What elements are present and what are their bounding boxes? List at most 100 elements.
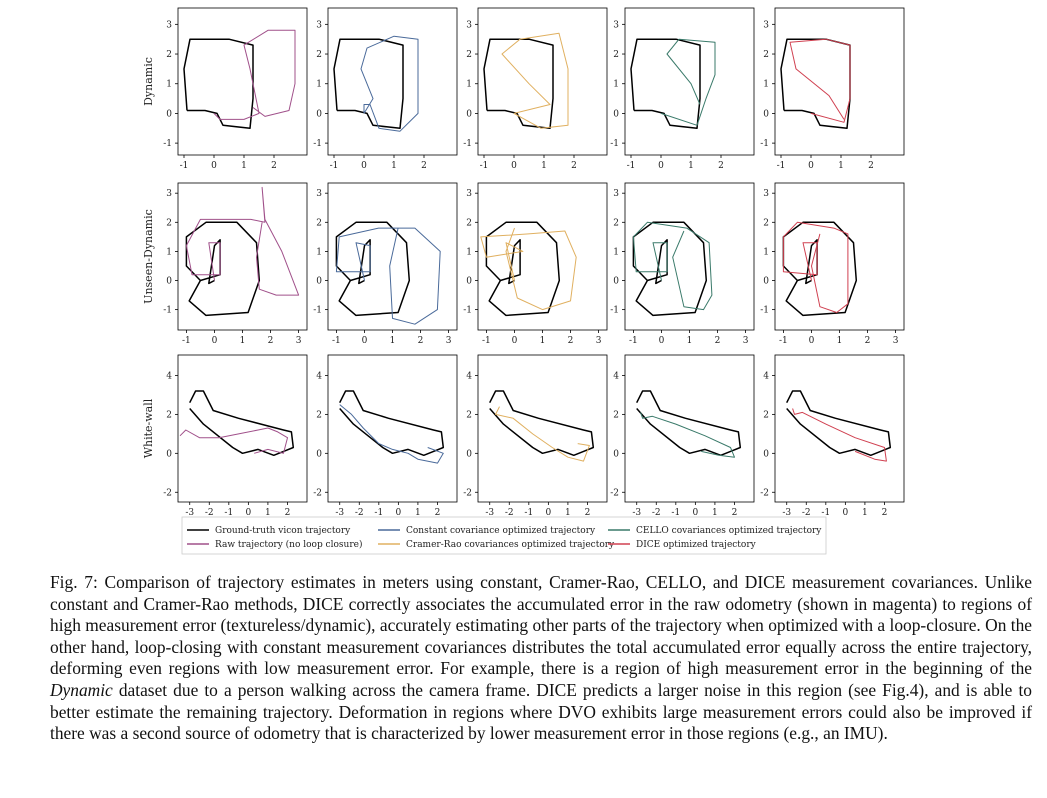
y-tick-label: 0 bbox=[613, 277, 619, 287]
axes-frame bbox=[774, 182, 905, 331]
y-tick-label: -1 bbox=[463, 306, 472, 316]
x-tick-label: 2 bbox=[865, 336, 871, 346]
axes-frame bbox=[477, 182, 608, 331]
x-tick-label: 2 bbox=[585, 508, 591, 518]
row-label: Dynamic bbox=[142, 57, 155, 106]
x-tick-label: 1 bbox=[541, 161, 547, 171]
x-tick-label: 1 bbox=[265, 508, 271, 518]
axes-frame bbox=[774, 354, 905, 503]
y-tick-label: 1 bbox=[166, 80, 172, 90]
x-tick-label: -1 bbox=[374, 508, 383, 518]
x-tick-label: 0 bbox=[842, 508, 848, 518]
axes-frame bbox=[177, 354, 308, 503]
x-tick-label: 1 bbox=[712, 508, 718, 518]
trajectory bbox=[183, 38, 254, 130]
x-tick-label: -2 bbox=[505, 508, 514, 518]
axes-frame bbox=[327, 7, 458, 156]
x-tick-label: -1 bbox=[182, 336, 191, 346]
x-tick-label: 1 bbox=[240, 336, 246, 346]
x-tick-label: -2 bbox=[652, 508, 661, 518]
x-tick-label: 0 bbox=[692, 508, 698, 518]
y-tick-label: 0 bbox=[763, 449, 769, 459]
y-tick-label: -1 bbox=[313, 306, 322, 316]
row-label: Unseen-Dynamic bbox=[142, 209, 155, 304]
legend-box bbox=[181, 516, 827, 555]
x-tick-label: 3 bbox=[743, 336, 749, 346]
y-tick-label: 3 bbox=[613, 189, 619, 199]
x-tick-label: 0 bbox=[361, 161, 367, 171]
legend-label: CELLO covariances optimized trajectory bbox=[636, 526, 822, 536]
x-tick-label: 1 bbox=[241, 161, 247, 171]
y-tick-label: 3 bbox=[316, 20, 322, 30]
x-tick-label: 1 bbox=[565, 508, 571, 518]
trajectory bbox=[632, 221, 713, 311]
x-tick-label: 2 bbox=[571, 161, 577, 171]
axes-frame bbox=[177, 182, 308, 331]
axes-frame bbox=[327, 182, 458, 331]
y-tick-label: 2 bbox=[166, 410, 172, 420]
trajectory bbox=[636, 390, 742, 457]
x-tick-label: -1 bbox=[777, 161, 786, 171]
y-tick-label: 2 bbox=[466, 50, 472, 60]
y-tick-label: 1 bbox=[466, 80, 472, 90]
x-tick-label: 0 bbox=[809, 336, 815, 346]
trajectory bbox=[185, 186, 300, 296]
trajectory bbox=[792, 408, 887, 462]
y-tick-label: 0 bbox=[466, 449, 472, 459]
x-tick-label: -2 bbox=[355, 508, 364, 518]
row-label: White-wall bbox=[142, 398, 155, 458]
trajectory bbox=[786, 390, 892, 457]
trajectory bbox=[640, 412, 735, 458]
x-tick-label: -1 bbox=[482, 336, 491, 346]
y-tick-label: 0 bbox=[466, 109, 472, 119]
y-tick-label: 2 bbox=[466, 410, 472, 420]
x-tick-label: 3 bbox=[596, 336, 602, 346]
axes-frame bbox=[624, 354, 755, 503]
y-tick-label: -1 bbox=[760, 139, 769, 149]
x-tick-label: 2 bbox=[868, 161, 874, 171]
y-tick-label: 0 bbox=[763, 277, 769, 287]
y-tick-label: 0 bbox=[763, 109, 769, 119]
x-tick-label: 0 bbox=[659, 336, 665, 346]
x-tick-label: 2 bbox=[435, 508, 441, 518]
trajectory bbox=[335, 227, 441, 325]
y-tick-label: -2 bbox=[163, 488, 172, 498]
y-tick-label: 2 bbox=[763, 218, 769, 228]
x-tick-label: 1 bbox=[688, 161, 694, 171]
x-tick-label: -1 bbox=[180, 161, 189, 171]
y-tick-label: 0 bbox=[166, 449, 172, 459]
x-tick-label: -1 bbox=[821, 508, 830, 518]
y-tick-label: 2 bbox=[166, 218, 172, 228]
x-tick-label: 2 bbox=[882, 508, 888, 518]
y-tick-label: 3 bbox=[763, 20, 769, 30]
trajectory bbox=[485, 221, 561, 317]
x-tick-label: 1 bbox=[687, 336, 693, 346]
x-tick-label: 0 bbox=[211, 161, 217, 171]
y-tick-label: -1 bbox=[163, 306, 172, 316]
axes-frame bbox=[327, 354, 458, 503]
y-tick-label: -1 bbox=[313, 139, 322, 149]
x-tick-label: 1 bbox=[391, 161, 397, 171]
trajectory bbox=[495, 406, 590, 462]
axes-frame bbox=[624, 182, 755, 331]
x-tick-label: 2 bbox=[568, 336, 574, 346]
caption: Fig. 7: Comparison of trajectory estimat… bbox=[50, 572, 1032, 745]
x-tick-label: 2 bbox=[732, 508, 738, 518]
y-tick-label: 3 bbox=[466, 189, 472, 199]
x-tick-label: 0 bbox=[245, 508, 251, 518]
y-tick-label: 2 bbox=[316, 218, 322, 228]
x-tick-label: -1 bbox=[671, 508, 680, 518]
x-tick-label: 1 bbox=[415, 508, 421, 518]
y-tick-label: 2 bbox=[166, 50, 172, 60]
axes-frame bbox=[477, 354, 608, 503]
x-tick-label: -1 bbox=[629, 336, 638, 346]
trajectory bbox=[333, 38, 404, 130]
trajectory bbox=[339, 390, 445, 457]
x-tick-label: -1 bbox=[524, 508, 533, 518]
trajectory bbox=[789, 38, 851, 123]
trajectory bbox=[360, 35, 419, 132]
trajectory bbox=[335, 221, 411, 317]
y-tick-label: 2 bbox=[613, 218, 619, 228]
y-tick-label: 0 bbox=[613, 449, 619, 459]
y-tick-label: 0 bbox=[166, 109, 172, 119]
